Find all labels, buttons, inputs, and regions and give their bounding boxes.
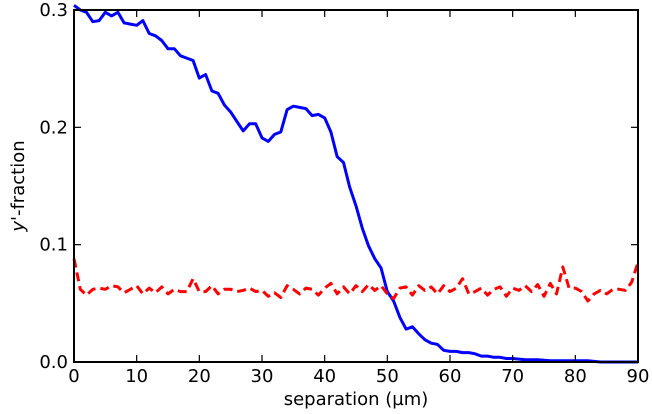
x-tick-label: 60 [439,366,462,387]
x-tick-label: 10 [125,366,148,387]
x-tick-label: 0 [68,366,79,387]
y-tick-label: 0.0 [39,352,68,373]
x-tick-label: 90 [627,366,650,387]
x-tick-label: 30 [251,366,274,387]
x-tick-labels: 0 10 20 30 40 50 60 70 80 90 [68,366,649,387]
plot-frame [73,9,639,363]
x-axis-label: separation (µm) [284,389,429,410]
y-axis-label: y'-fraction [8,140,29,232]
y-tick-label: 0.3 [39,0,68,21]
ticks-layer [73,9,639,363]
y-tick-labels: 0.0 0.1 0.2 0.3 [39,0,68,373]
x-tick-label: 40 [313,366,336,387]
y-axis-label-italic: y [8,221,29,233]
series-layer [72,4,640,364]
series-line-2 [72,258,640,303]
y-axis-label-rest: '-fraction [8,140,29,221]
y-tick-label: 0.1 [39,235,68,256]
x-tick-label: 50 [376,366,399,387]
x-tick-label: 20 [188,366,211,387]
series-line-1 [73,4,638,364]
x-tick-label: 80 [564,366,587,387]
y-tick-label: 0.2 [39,117,68,138]
x-tick-label: 70 [501,366,524,387]
